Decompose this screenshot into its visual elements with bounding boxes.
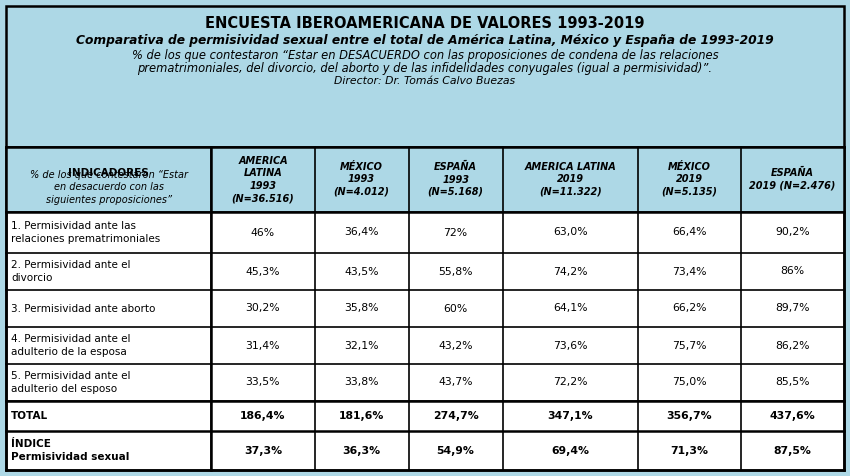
Text: 72%: 72% (444, 228, 468, 238)
Text: 71,3%: 71,3% (671, 446, 708, 456)
Text: prematrimoniales, del divorcio, del aborto y de las infidelidades conyugales (ig: prematrimoniales, del divorcio, del abor… (138, 62, 712, 75)
Text: 35,8%: 35,8% (344, 304, 379, 314)
Text: 347,1%: 347,1% (547, 411, 593, 421)
Text: 66,2%: 66,2% (672, 304, 706, 314)
Text: 32,1%: 32,1% (344, 340, 379, 350)
Text: % de los que contestaron “Estar
en desacuerdo con las
siguientes proposiciones”: % de los que contestaron “Estar en desac… (30, 170, 188, 205)
Text: 186,4%: 186,4% (241, 411, 286, 421)
Text: TOTAL: TOTAL (11, 411, 48, 421)
Text: 181,6%: 181,6% (339, 411, 384, 421)
Text: 31,4%: 31,4% (246, 340, 280, 350)
Text: 60%: 60% (444, 304, 468, 314)
Text: 30,2%: 30,2% (246, 304, 280, 314)
Text: 89,7%: 89,7% (775, 304, 810, 314)
Text: 73,6%: 73,6% (552, 340, 587, 350)
Text: Comparativa de permisividad sexual entre el total de América Latina, México y Es: Comparativa de permisividad sexual entre… (76, 34, 774, 47)
Text: 72,2%: 72,2% (552, 377, 587, 387)
Text: % de los que contestaron “Estar en DESACUERDO con las proposiciones de condena d: % de los que contestaron “Estar en DESAC… (132, 49, 718, 62)
Text: 64,1%: 64,1% (552, 304, 587, 314)
Text: 74,2%: 74,2% (552, 267, 587, 277)
Text: 75,7%: 75,7% (672, 340, 706, 350)
FancyBboxPatch shape (6, 147, 844, 212)
Text: ESPAÑA
1993
(N=5.168): ESPAÑA 1993 (N=5.168) (428, 162, 484, 197)
Text: 3. Permisividad ante aborto: 3. Permisividad ante aborto (11, 304, 156, 314)
Text: INDICADORES: INDICADORES (68, 169, 149, 178)
Text: 87,5%: 87,5% (774, 446, 812, 456)
Text: ENCUESTA IBEROAMERICANA DE VALORES 1993-2019: ENCUESTA IBEROAMERICANA DE VALORES 1993-… (205, 16, 645, 31)
Text: 86,2%: 86,2% (775, 340, 810, 350)
Text: 54,9%: 54,9% (437, 446, 474, 456)
Text: 356,7%: 356,7% (666, 411, 712, 421)
Text: 36,3%: 36,3% (343, 446, 381, 456)
Text: AMERICA LATINA
2019
(N=11.322): AMERICA LATINA 2019 (N=11.322) (524, 162, 616, 197)
Text: 45,3%: 45,3% (246, 267, 280, 277)
Text: 43,5%: 43,5% (344, 267, 379, 277)
Text: MÉXICO
1993
(N=4.012): MÉXICO 1993 (N=4.012) (333, 162, 389, 197)
Text: 33,5%: 33,5% (246, 377, 280, 387)
Text: 33,8%: 33,8% (344, 377, 379, 387)
Text: 37,3%: 37,3% (244, 446, 282, 456)
Text: 85,5%: 85,5% (775, 377, 810, 387)
Text: 2. Permisividad ante el
divorcio: 2. Permisividad ante el divorcio (11, 260, 131, 283)
Text: AMERICA
LATINA
1993
(N=36.516): AMERICA LATINA 1993 (N=36.516) (231, 156, 294, 203)
Text: Director: Dr. Tomás Calvo Buezas: Director: Dr. Tomás Calvo Buezas (334, 76, 516, 86)
Text: 437,6%: 437,6% (769, 411, 815, 421)
Text: 46%: 46% (251, 228, 275, 238)
Text: MÉXICO
2019
(N=5.135): MÉXICO 2019 (N=5.135) (661, 162, 717, 197)
Text: 1. Permisividad ante las
relaciones prematrimoniales: 1. Permisividad ante las relaciones prem… (11, 221, 161, 244)
Text: 43,2%: 43,2% (439, 340, 473, 350)
Text: ÍNDICE
Permisividad sexual: ÍNDICE Permisividad sexual (11, 439, 129, 462)
Text: 274,7%: 274,7% (433, 411, 479, 421)
Text: 86%: 86% (780, 267, 804, 277)
Text: 36,4%: 36,4% (344, 228, 379, 238)
FancyBboxPatch shape (6, 147, 844, 470)
Text: 43,7%: 43,7% (439, 377, 473, 387)
FancyBboxPatch shape (6, 6, 844, 147)
Text: 63,0%: 63,0% (552, 228, 587, 238)
Text: 66,4%: 66,4% (672, 228, 706, 238)
Text: 75,0%: 75,0% (672, 377, 706, 387)
Text: 5. Permisividad ante el
adulterio del esposo: 5. Permisividad ante el adulterio del es… (11, 371, 131, 394)
Text: ESPAÑA
2019 (N=2.476): ESPAÑA 2019 (N=2.476) (749, 168, 836, 191)
Text: 90,2%: 90,2% (775, 228, 810, 238)
Text: 4. Permisividad ante el
adulterio de la esposa: 4. Permisividad ante el adulterio de la … (11, 334, 131, 357)
Text: 55,8%: 55,8% (439, 267, 473, 277)
Text: 73,4%: 73,4% (672, 267, 706, 277)
Text: 69,4%: 69,4% (551, 446, 589, 456)
